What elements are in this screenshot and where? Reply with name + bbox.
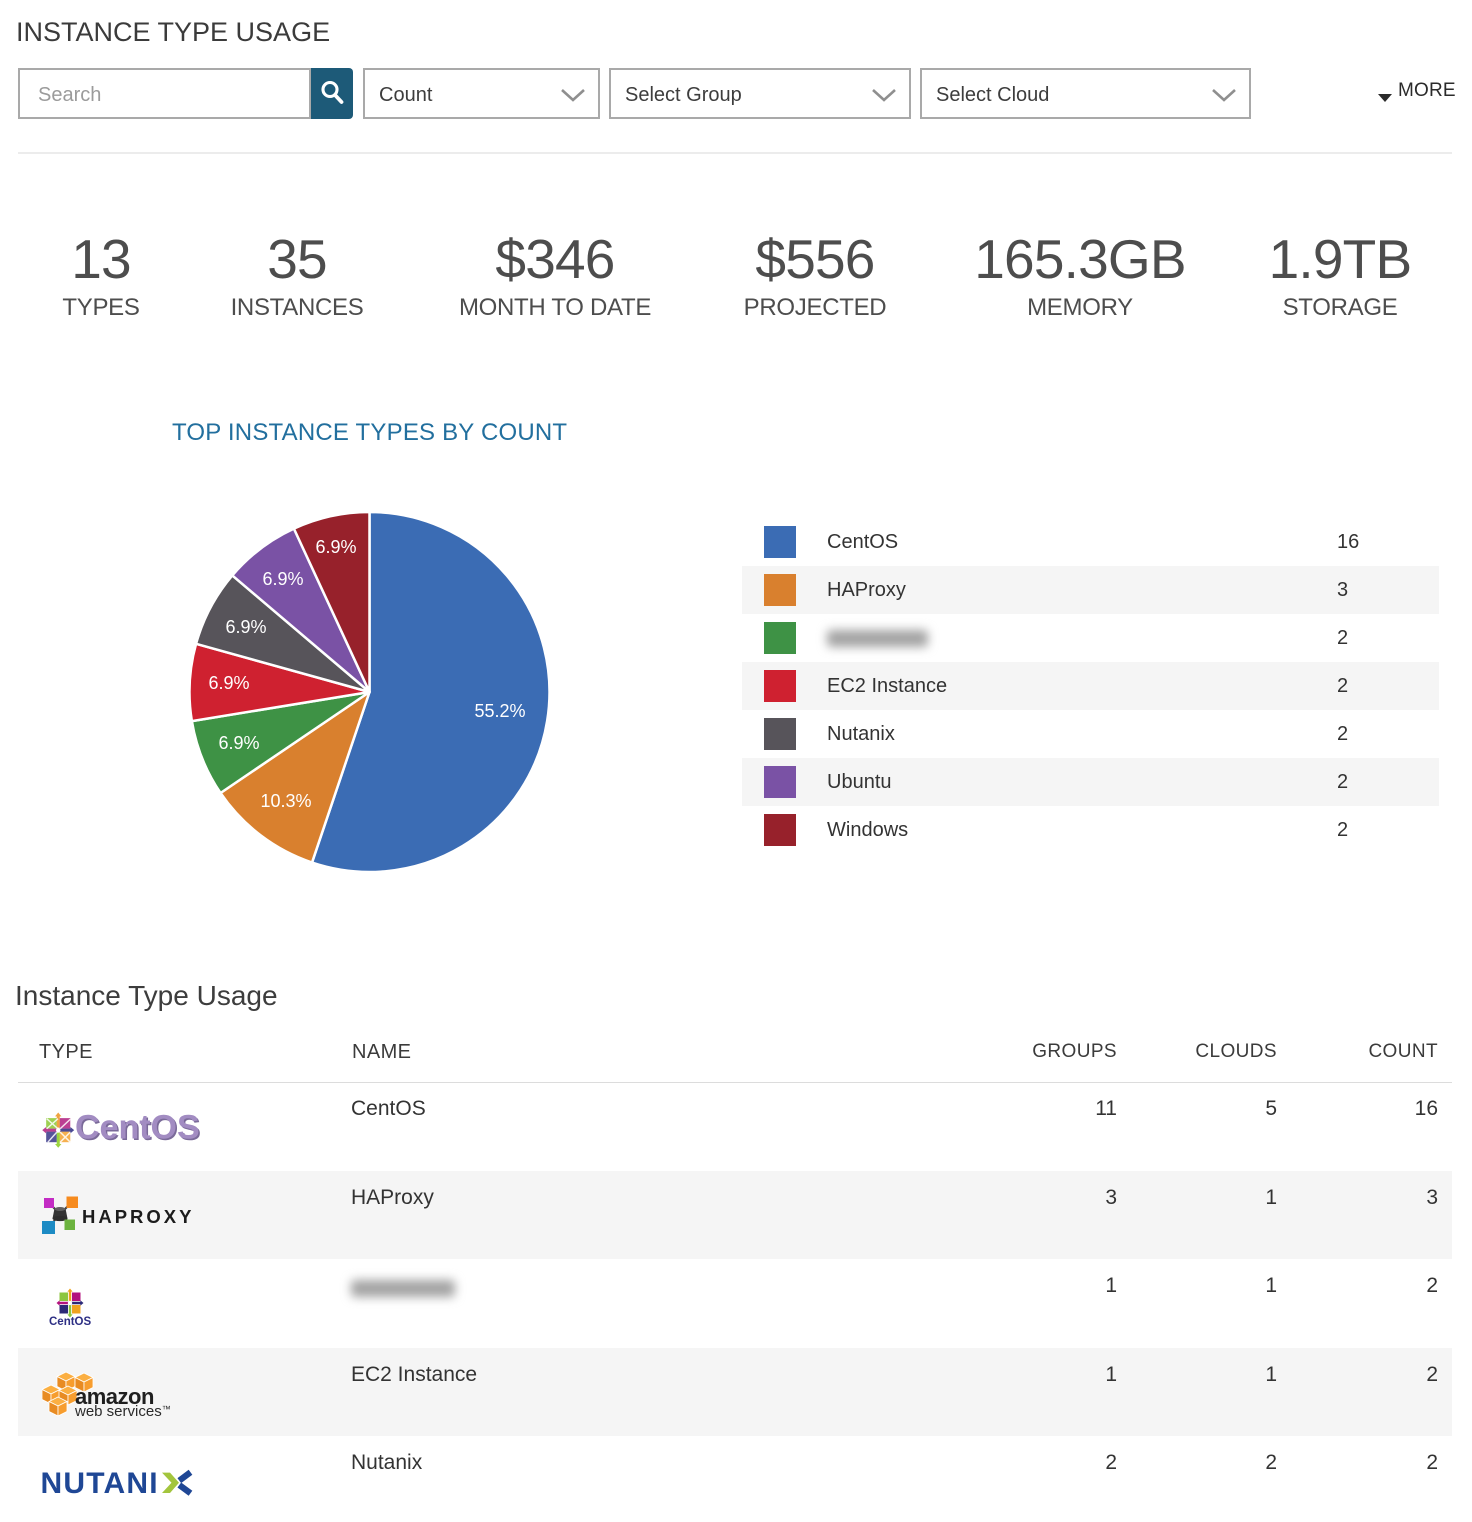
svg-text:6.9%: 6.9% [218,733,259,753]
svg-text:NUTANI: NUTANI [42,1467,159,1496]
svg-text:6.9%: 6.9% [225,617,266,637]
svg-text:CentOS: CentOS [75,1110,200,1147]
svg-text:6.9%: 6.9% [262,569,303,589]
svg-text:HAPROXY: HAPROXY [82,1206,195,1227]
svg-text:CentOS: CentOS [49,1316,92,1328]
svg-text:web services™: web services™ [74,1403,171,1420]
svg-text:6.9%: 6.9% [208,673,249,693]
svg-text:6.9%: 6.9% [315,537,356,557]
svg-text:55.2%: 55.2% [474,701,525,721]
svg-text:amazon: amazon [75,1384,154,1409]
svg-text:10.3%: 10.3% [260,791,311,811]
